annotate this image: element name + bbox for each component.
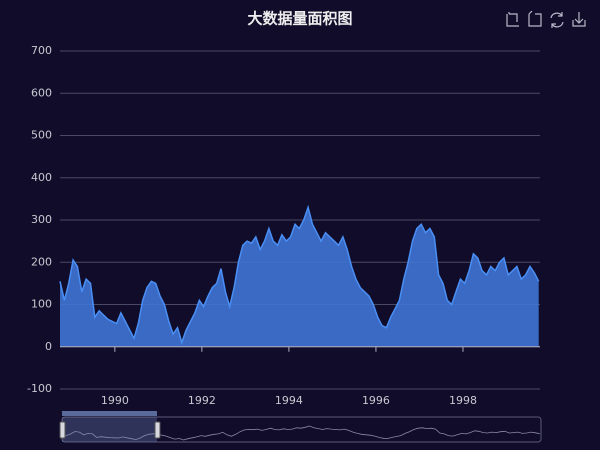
- y-tick-label: 600: [31, 86, 52, 99]
- y-tick-label: -100: [27, 382, 52, 395]
- slider-preview: [61, 425, 540, 441]
- toolbox[interactable]: [506, 10, 586, 28]
- zoom-button[interactable]: [506, 12, 519, 27]
- x-tick-label: 1992: [188, 394, 216, 407]
- restore-button[interactable]: [550, 12, 564, 28]
- y-tick-label: 100: [31, 298, 52, 311]
- x-tick-label: 1990: [101, 394, 129, 407]
- line: [59, 204, 540, 345]
- chart-title: 大数据量面积图: [247, 10, 352, 28]
- slider-handle[interactable]: [154, 421, 161, 439]
- y-tick-label: 300: [31, 213, 52, 226]
- slider-window[interactable]: [62, 417, 157, 442]
- y-tick-label: 500: [31, 129, 52, 142]
- data-zoom-slider[interactable]: [59, 411, 542, 443]
- y-tick-label: 700: [31, 44, 52, 57]
- slider-bar[interactable]: [62, 411, 157, 416]
- x-tick-label: 1998: [449, 394, 477, 407]
- x-tick-label: 1996: [362, 394, 390, 407]
- save-button[interactable]: [572, 12, 586, 27]
- area: [60, 207, 539, 347]
- x-tick-label: 1994: [275, 394, 303, 407]
- zoom-reset-button[interactable]: [528, 10, 542, 27]
- y-tick-label: 0: [45, 340, 52, 353]
- y-tick-label: 200: [31, 255, 52, 268]
- y-tick-label: 400: [31, 171, 52, 184]
- slider-handle[interactable]: [59, 421, 66, 439]
